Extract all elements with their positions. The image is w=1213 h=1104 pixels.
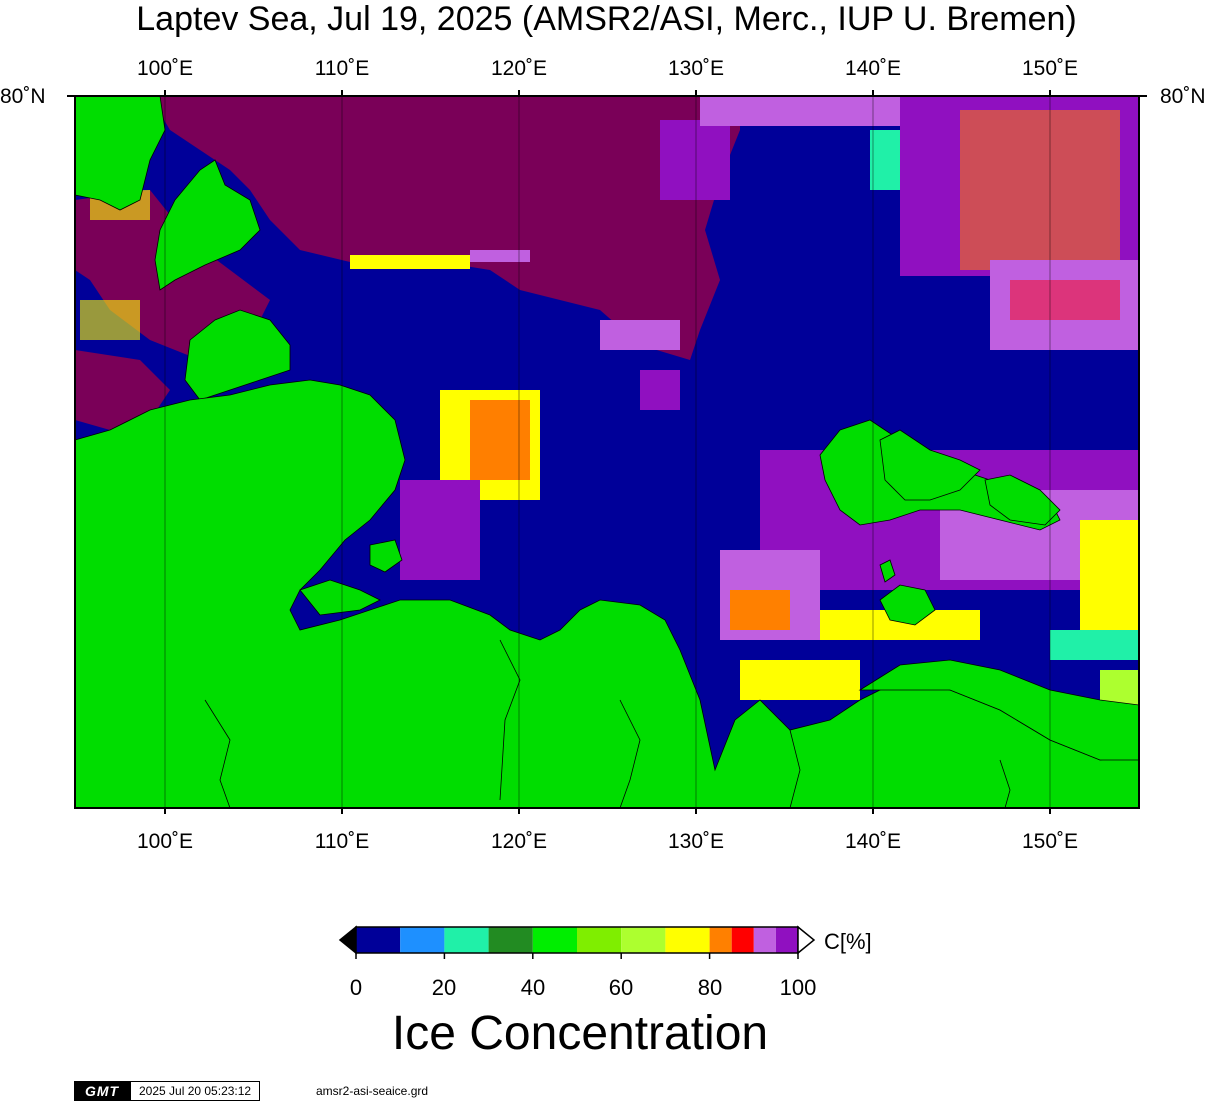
colorbar-over-triangle [797,925,816,955]
colorbar-cell [356,927,401,953]
olenek-delta [299,579,381,616]
severnaya-zemlya-1 [75,96,166,211]
bolshevik-island [184,309,291,401]
ice-pack-north [150,96,740,360]
colorbar-cell [444,927,489,953]
colorbar-cell [488,927,533,953]
colorbar-cell [621,927,666,953]
gmt-logo: GMT [74,1081,130,1101]
lon-tick-bottom: 150˚E [1021,830,1079,853]
colorbar-cell [665,927,710,953]
lon-tick-top: 100˚E [136,57,194,80]
islet [369,539,403,573]
frame-ticks [67,90,1147,814]
lon-tick-bottom: 100˚E [136,830,194,853]
colorbar-tick-label: 80 [697,975,723,1000]
stolbovoy-island [879,584,936,626]
colorbar-tick-label: 20 [431,975,457,1000]
rivers [204,639,1011,808]
map-title: Laptev Sea, Jul 19, 2025 (AMSR2/ASI, Mer… [136,0,1077,38]
grid-filename: amsr2-asi-seaice.grd [316,1084,429,1098]
lon-tick-top: 110˚E [314,57,370,80]
map-frame [74,95,1140,809]
graticule [164,96,1051,808]
colorbar-tick-label: 0 [349,975,363,1000]
lat-label-right: 80˚N [1160,85,1206,108]
variable-title: Ice Concentration [391,1007,769,1060]
colorbar-cell [731,927,754,953]
colorbar-cell [400,927,445,953]
new-siberia-island [984,474,1061,526]
lon-tick-bottom: 140˚E [844,830,902,853]
lon-tick-top: 120˚E [490,57,548,80]
colorbar-cell [577,927,622,953]
lon-tick-top: 140˚E [844,57,902,80]
colorbar-cell [753,927,776,953]
colorbar-tick-label: 100 [779,975,817,1000]
severnaya-zemlya-2 [154,159,261,291]
colorbar [338,925,816,959]
kotelny-island [879,429,981,501]
lon-tick-top: 150˚E [1021,57,1079,80]
colorbar-unit: C[%] [824,929,872,954]
ice-pack-west2 [75,350,170,430]
colorbar-tick-label: 60 [608,975,634,1000]
colorbar-cell [709,927,732,953]
colorbar-under-triangle [338,925,357,955]
colorbar-cell [532,927,577,953]
yana-coast [858,659,1139,761]
lon-tick-bottom: 110˚E [314,830,370,853]
lon-tick-bottom: 120˚E [490,830,548,853]
lat-label-left: 80˚N [0,85,46,108]
colorbar-cell [775,927,798,953]
lon-tick-top: 130˚E [667,57,725,80]
lon-tick-bottom: 130˚E [667,830,725,853]
timestamp: 2025 Jul 20 05:23:12 [130,1081,261,1101]
islet [879,559,896,583]
colorbar-tick-label: 40 [520,975,546,1000]
